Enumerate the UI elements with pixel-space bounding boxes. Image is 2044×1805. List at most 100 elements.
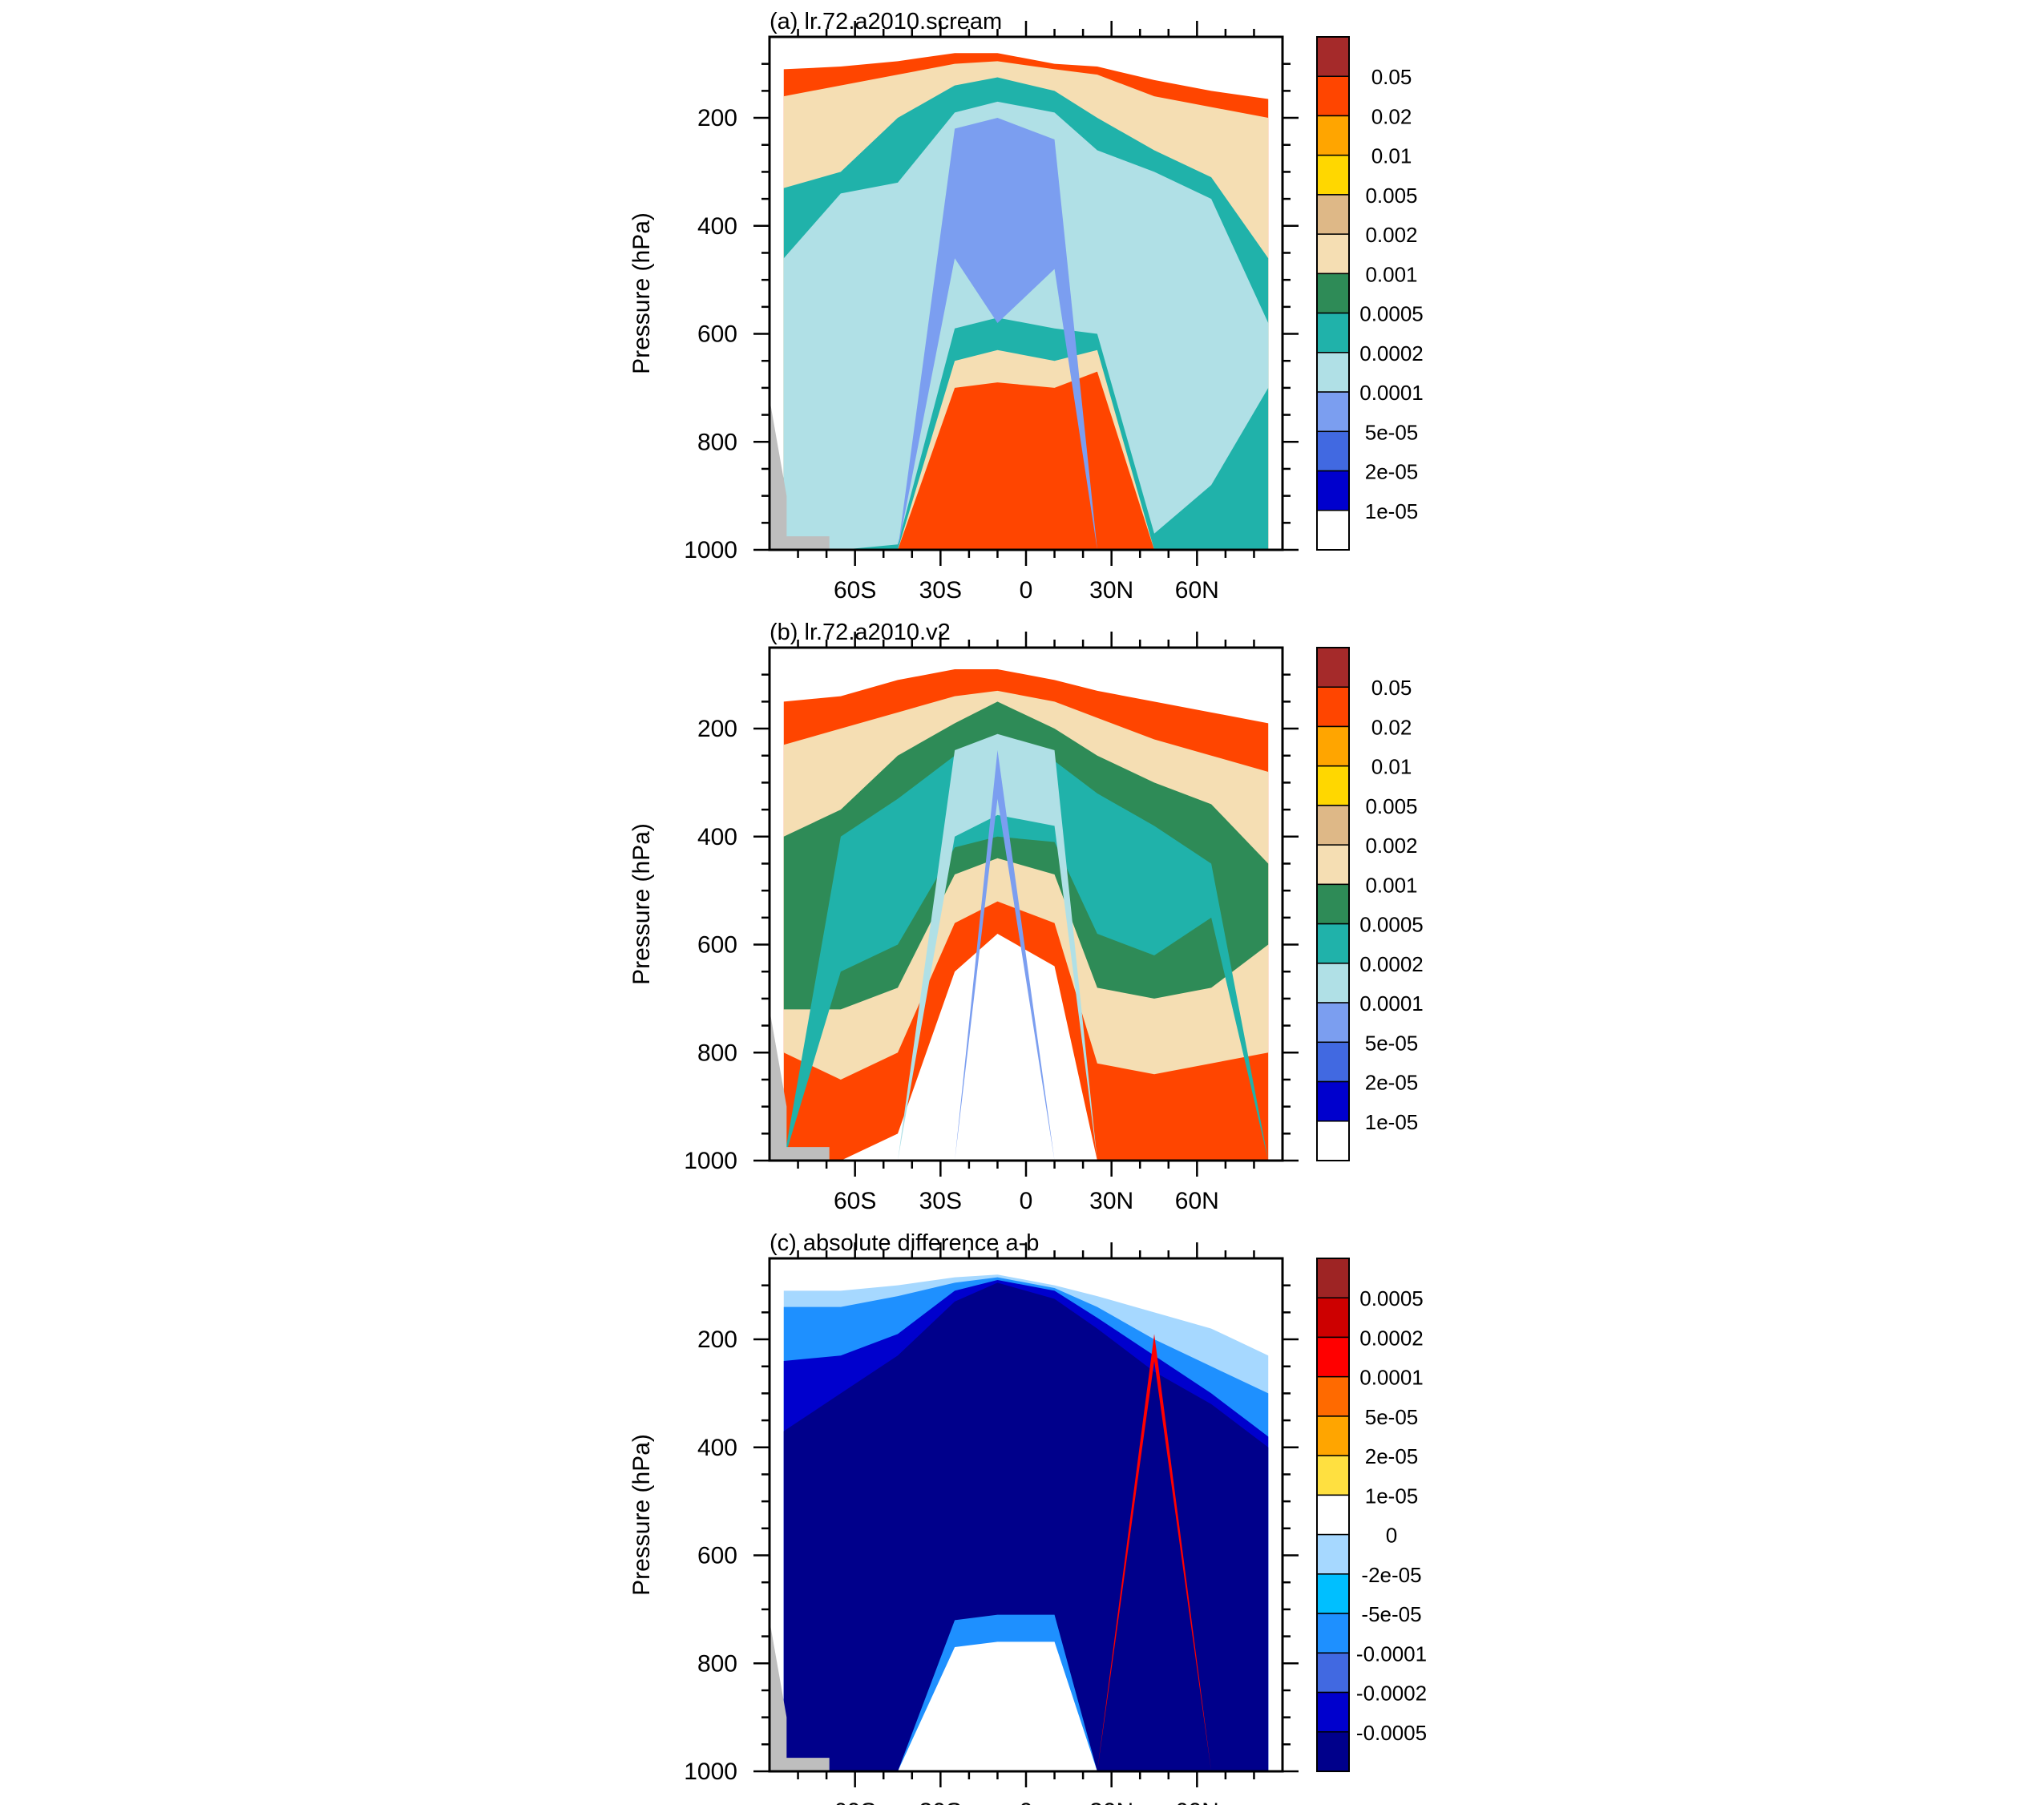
x-tick-label: 60S [834, 1188, 876, 1214]
panel-title: (a) lr.72.a2010.scream [770, 9, 1002, 34]
colorbar-swatch [1316, 1336, 1350, 1378]
colorbar-swatch [1316, 233, 1350, 275]
y-tick-label: 600 [697, 321, 737, 348]
colorbar-swatch [1316, 194, 1350, 235]
colorbar-label: 5e-05 [1365, 1405, 1419, 1429]
colorbar-label: -5e-05 [1361, 1602, 1421, 1626]
colorbar-swatch [1316, 1613, 1350, 1654]
colorbar-label: 0.0005 [1359, 302, 1424, 326]
colorbar-label: 0.02 [1371, 715, 1412, 739]
colorbar-label: -0.0005 [1356, 1721, 1427, 1745]
colorbar-swatch [1316, 1002, 1350, 1044]
colorbar-swatch [1316, 1121, 1350, 1161]
colorbar-swatch [1316, 844, 1350, 886]
colorbar-swatch [1316, 883, 1350, 925]
y-tick-label: 200 [697, 1326, 737, 1353]
colorbar-label: 0.002 [1365, 834, 1417, 858]
colorbar-swatch [1316, 352, 1350, 393]
colorbar-label: 0.05 [1371, 65, 1412, 89]
colorbar-label: -2e-05 [1361, 1563, 1421, 1587]
panel-3: (c) absolute difference a-b Pressure (hPa… [628, 1230, 1427, 1805]
plot-area [770, 53, 1269, 550]
colorbar-swatch [1316, 36, 1350, 77]
colorbar-swatch [1316, 391, 1350, 433]
colorbar-label: 2e-05 [1365, 1444, 1419, 1468]
contour-band-4 [783, 101, 1269, 550]
colorbar: 0.05 0.02 0.01 0.005 0.002 0.001 0.0005 0.0002 0… [1316, 647, 1424, 1161]
colorbar-frame [1316, 36, 1350, 551]
colorbar-swatch [1316, 1494, 1350, 1536]
x-tick-label: 30S [919, 1799, 962, 1805]
y-axis-label: Pressure (hPa) [628, 212, 655, 374]
colorbar-label: 0.0002 [1359, 1326, 1424, 1350]
missing-data-region [770, 1009, 830, 1161]
missing-data-region [770, 398, 830, 550]
colorbar-swatch [1316, 430, 1350, 472]
y-tick-label: 400 [697, 824, 737, 850]
contour-band-4 [783, 733, 1269, 1161]
colorbar-label: 0.05 [1371, 676, 1412, 700]
contour-band-5 [783, 733, 1269, 1161]
panel-title: (c) absolute difference a-b [770, 1230, 1039, 1256]
colorbar-swatch [1316, 1573, 1350, 1614]
y-tick-label: 600 [697, 1543, 737, 1569]
x-tick-label: 60S [834, 577, 876, 604]
x-tick-label: 60N [1175, 1799, 1219, 1805]
colorbar-label: 1e-05 [1365, 499, 1419, 523]
colorbar-swatch [1316, 765, 1350, 806]
colorbar-label: -0.0002 [1356, 1682, 1427, 1706]
x-tick-label: 60S [834, 1799, 876, 1805]
colorbar-swatch [1316, 273, 1350, 314]
colorbar-swatch [1316, 1041, 1350, 1083]
colorbar-swatch [1316, 1258, 1350, 1298]
y-tick-label: 1000 [684, 1148, 737, 1174]
colorbar-label: 0.0005 [1359, 913, 1424, 937]
colorbar-label: 0.0001 [1359, 991, 1424, 1016]
colorbar-swatch [1316, 963, 1350, 1003]
colorbar-swatch [1316, 1415, 1350, 1456]
x-tick-label: 60N [1175, 1188, 1219, 1214]
colorbar-swatch [1316, 805, 1350, 846]
colorbar-swatch [1316, 115, 1350, 156]
colorbar-label: 2e-05 [1365, 460, 1419, 484]
colorbar-label: 0.005 [1365, 794, 1417, 818]
colorbar-label: 0.0001 [1359, 381, 1424, 405]
y-tick-label: 200 [697, 716, 737, 742]
colorbar-swatch [1316, 1652, 1350, 1694]
colorbar-swatch [1316, 686, 1350, 728]
x-tick-label: 30N [1089, 1188, 1133, 1214]
colorbar-label: 0.002 [1365, 223, 1417, 247]
plot-area [770, 668, 1269, 1161]
colorbar-label: 1e-05 [1365, 1110, 1419, 1134]
panel-1: (a) lr.72.a2010.scream Pressure (hPa) 200 4… [628, 9, 1424, 604]
x-tick-label: 0 [1020, 577, 1033, 604]
colorbar-swatch [1316, 75, 1350, 117]
colorbar-swatch [1316, 1731, 1350, 1772]
colorbar-label: -0.0001 [1356, 1641, 1427, 1666]
colorbar-swatch [1316, 1691, 1350, 1733]
colorbar-label: 0.01 [1371, 755, 1412, 779]
y-axis-label: Pressure (hPa) [628, 1434, 655, 1596]
x-tick-label: 30N [1089, 577, 1133, 604]
colorbar-label: 0 [1386, 1524, 1397, 1548]
y-axis-label: Pressure (hPa) [628, 823, 655, 985]
colorbar-label: 5e-05 [1365, 1031, 1419, 1055]
colorbar-label: 0.0005 [1359, 1286, 1424, 1310]
colorbar-swatch [1316, 154, 1350, 196]
colorbar-swatch [1316, 510, 1350, 551]
x-tick-label: 30S [919, 577, 962, 604]
colorbar: 0.05 0.02 0.01 0.005 0.002 0.001 0.0005 0.0002 0… [1316, 36, 1424, 551]
colorbar-swatch [1316, 1080, 1350, 1122]
colorbar-frame [1316, 1258, 1350, 1772]
x-tick-label: 30S [919, 1188, 962, 1214]
y-tick-label: 1000 [684, 1759, 737, 1785]
colorbar-label: 2e-05 [1365, 1071, 1419, 1095]
colorbar-label: 0.02 [1371, 104, 1412, 128]
plot-area [770, 1274, 1269, 1771]
contour-band-6 [783, 750, 1269, 1161]
colorbar-label: 1e-05 [1365, 1484, 1419, 1508]
colorbar-label: 0.001 [1365, 873, 1417, 897]
panel-title: (b) lr.72.a2010.v2 [770, 620, 951, 645]
colorbar-swatch [1316, 1375, 1350, 1417]
colorbar-label: 5e-05 [1365, 420, 1419, 444]
